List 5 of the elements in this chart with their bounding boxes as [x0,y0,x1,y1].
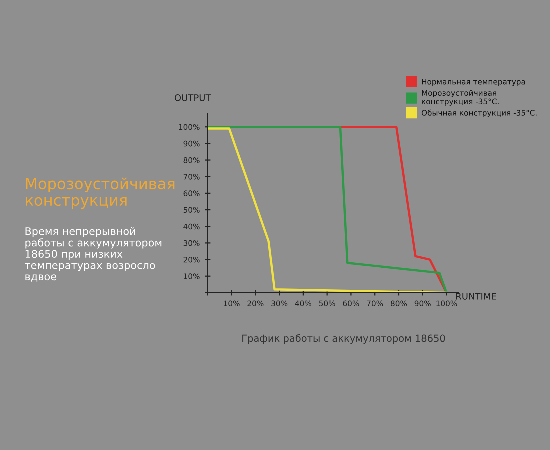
text: Время непрерывной работы с аккумулятором 18650 при низких температурах возросло вдвое [25,227,162,282]
text: Морозоустойчивая конструкция [26,178,175,210]
y-axis-title: OUTPUT [174,94,212,102]
text: График работы с аккумулятором 18650 [242,334,446,344]
x-axis-title: RUNTIME [456,293,496,300]
